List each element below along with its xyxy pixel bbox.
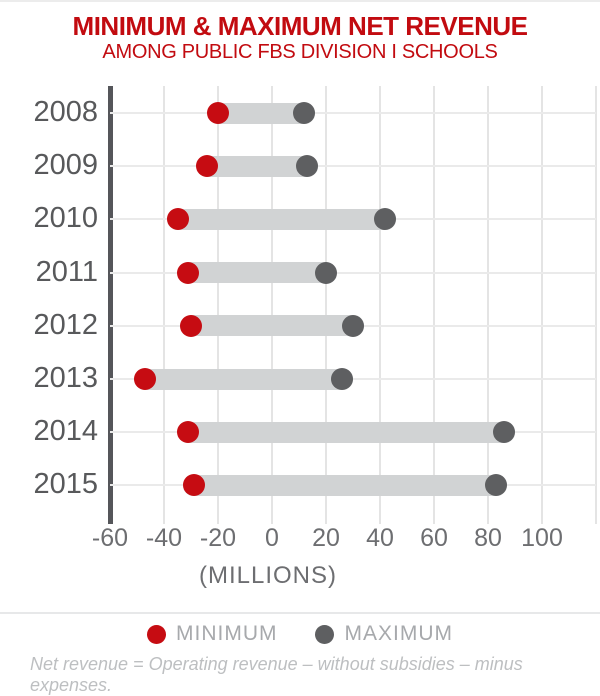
vertical-gridline: [325, 86, 327, 524]
maximum-dot: [485, 474, 508, 497]
maximum-dot: [374, 208, 397, 231]
x-axis-label: (MILLIONS): [198, 562, 337, 589]
vertical-gridline: [217, 86, 219, 524]
legend-item-maximum: MAXIMUM: [315, 622, 453, 646]
year-label: 2014: [33, 415, 98, 448]
year-label: 2011: [35, 255, 98, 288]
maximum-dot: [342, 314, 364, 337]
legend-item-minimum: MINIMUM: [147, 622, 277, 646]
vertical-gridline: [487, 86, 489, 524]
minimum-dot-icon: [147, 624, 166, 644]
minimum-dot: [177, 421, 200, 444]
chart-title: MINIMUM & MAXIMUM NET REVENUE: [72, 11, 528, 41]
horizontal-gridline: [110, 271, 596, 274]
minimum-dot: [196, 155, 219, 178]
maximum-dot: [315, 261, 337, 284]
year-label: 2015: [33, 468, 98, 501]
year-label: 2009: [33, 149, 98, 182]
range-bar: [183, 474, 507, 496]
year-label: 2008: [33, 96, 98, 128]
minimum-dot: [166, 208, 189, 231]
legend-label-maximum: MAXIMUM: [344, 622, 453, 645]
chart-legend: MINIMUM MAXIMUM: [0, 622, 600, 646]
x-tick-label: 0: [265, 524, 279, 552]
horizontal-gridline: [110, 112, 596, 114]
x-tick-label: -60: [91, 524, 129, 552]
year-label: 2013: [33, 362, 98, 394]
minimum-dot: [134, 368, 157, 390]
x-tick-label: 80: [474, 524, 502, 552]
vertical-gridline: [595, 86, 597, 524]
vertical-gridline: [271, 86, 273, 524]
minimum-dot: [207, 102, 229, 124]
plot-area: [110, 86, 597, 524]
year-label: 2010: [33, 202, 98, 235]
x-tick-label: -40: [145, 524, 183, 552]
range-bar: [207, 102, 315, 124]
range-bar: [177, 421, 515, 443]
x-tick-label: 40: [366, 524, 394, 552]
range-bar: [177, 262, 337, 284]
x-tick-label: 100: [521, 524, 563, 552]
maximum-dot: [293, 102, 316, 124]
maximum-dot: [331, 368, 354, 390]
top-border: [0, 0, 600, 2]
range-bar: [180, 315, 364, 337]
footnote: Net revenue = Operating revenue – withou…: [30, 654, 523, 695]
x-tick-label: 60: [420, 524, 448, 552]
range-bar: [167, 208, 396, 230]
vertical-gridline: [541, 86, 543, 524]
range-bar: [134, 368, 353, 390]
maximum-dot: [296, 155, 319, 178]
x-tick-label: -20: [199, 524, 237, 552]
y-axis-line: [108, 86, 113, 524]
minimum-dot: [180, 314, 202, 337]
maximum-dot: [493, 421, 516, 444]
x-axis-tick-labels: -60 -40 -20 0 20 40 60 80 100: [92, 524, 596, 554]
vertical-gridline: [433, 86, 435, 524]
horizontal-gridline: [110, 165, 596, 168]
x-tick-label: 20: [312, 524, 340, 552]
legend-divider: [0, 612, 600, 614]
vertical-gridline: [163, 86, 165, 524]
chart-subtitle: AMONG PUBLIC FBS DIVISION I SCHOOLS: [102, 41, 498, 63]
year-label: 2012: [33, 308, 98, 341]
range-bar: [196, 155, 318, 177]
maximum-dot-icon: [315, 624, 335, 644]
minimum-dot: [182, 474, 205, 497]
vertical-gridline: [379, 86, 381, 524]
legend-label-minimum: MINIMUM: [176, 622, 278, 645]
minimum-dot: [177, 261, 200, 284]
